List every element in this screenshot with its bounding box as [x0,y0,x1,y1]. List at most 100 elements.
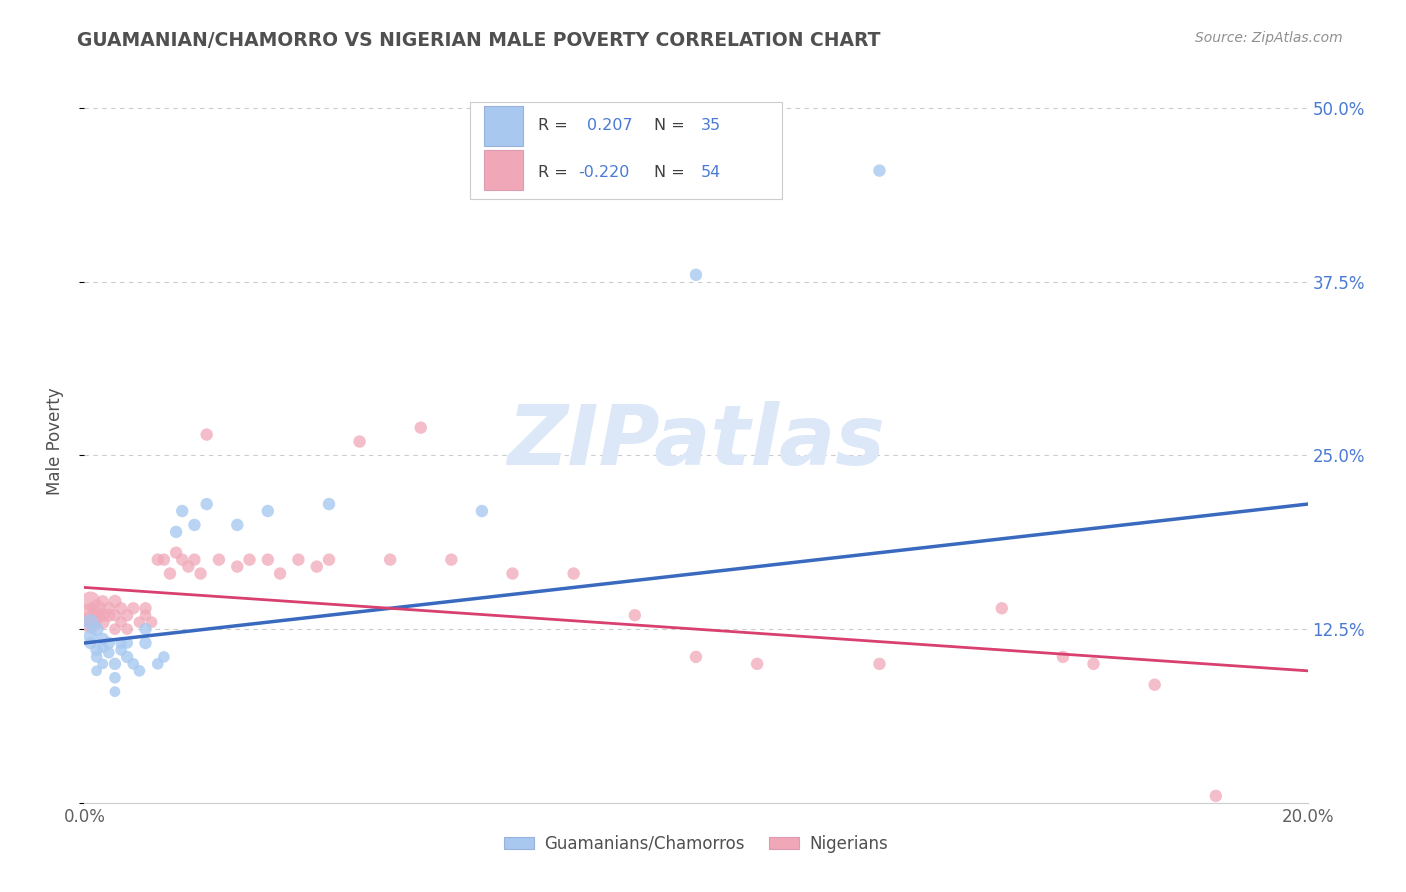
Point [269,566,291,581]
Point [110,615,132,630]
Point [153,649,176,664]
Point [502,566,524,581]
Point [110,636,132,650]
Point [135,601,157,615]
Point [226,559,249,574]
Bar [484,150,523,190]
Point [562,566,585,581]
Point [1052,649,1074,664]
Point [318,552,340,566]
Point [110,601,132,615]
Point [97,646,120,660]
Point [471,504,494,518]
Point [104,671,127,685]
Point [104,608,127,623]
Point [257,504,280,518]
Point [172,504,194,518]
Point [440,552,463,566]
Point [91,615,114,630]
Point [128,664,150,678]
Point [165,524,187,539]
Point [135,636,157,650]
Text: GUAMANIAN/CHAMORRO VS NIGERIAN MALE POVERTY CORRELATION CHART: GUAMANIAN/CHAMORRO VS NIGERIAN MALE POVE… [77,31,880,50]
Bar [484,106,523,146]
Point [146,552,169,566]
Point [135,622,157,636]
Text: 35: 35 [700,118,721,133]
Point [97,601,120,615]
Point [79,608,101,623]
Point [409,420,432,434]
Point [110,643,132,657]
Point [122,601,145,615]
Point [226,517,249,532]
Point [153,552,176,566]
Point [91,608,114,623]
Text: R =: R = [538,118,574,133]
Text: Source: ZipAtlas.com: Source: ZipAtlas.com [1195,31,1343,45]
Point [79,636,101,650]
Point [287,552,309,566]
Point [1143,678,1166,692]
Point [86,601,108,615]
Point [104,684,127,698]
Point [318,497,340,511]
Point [79,615,101,630]
Point [238,552,260,566]
Text: N =: N = [654,165,690,179]
Point [91,657,114,671]
Point [146,657,169,671]
Point [91,640,114,655]
Point [91,632,114,646]
Point [159,566,181,581]
Point [172,552,194,566]
Point [79,594,101,608]
Point [257,552,280,566]
Y-axis label: Male Poverty: Male Poverty [45,388,63,495]
Point [86,608,108,623]
Point [79,629,101,643]
Point [86,649,108,664]
Point [190,566,212,581]
Point [869,657,891,671]
Point [97,608,120,623]
Point [79,615,101,630]
Text: ZIPatlas: ZIPatlas [508,401,884,482]
Point [1083,657,1105,671]
Point [135,608,157,623]
Point [104,622,127,636]
Point [115,649,138,664]
Point [86,622,108,636]
Point [104,657,127,671]
Point [869,163,891,178]
Point [624,608,647,623]
Point [183,552,205,566]
Point [141,615,163,630]
Point [91,594,114,608]
Point [86,643,108,657]
Text: 54: 54 [700,165,721,179]
Point [1205,789,1227,803]
Point [86,664,108,678]
Text: R =: R = [538,165,574,179]
Point [115,622,138,636]
Point [122,657,145,671]
Point [349,434,371,449]
Point [195,497,218,511]
Text: -0.220: -0.220 [578,165,630,179]
Point [685,268,707,282]
Point [165,546,187,560]
Point [380,552,402,566]
Point [991,601,1014,615]
Point [177,559,200,574]
Text: N =: N = [654,118,690,133]
Point [195,427,218,442]
Point [115,636,138,650]
Text: 0.207: 0.207 [588,118,633,133]
Point [747,657,769,671]
Point [104,594,127,608]
Point [208,552,231,566]
Legend: Guamanians/Chamorros, Nigerians: Guamanians/Chamorros, Nigerians [498,828,894,860]
Point [183,517,205,532]
FancyBboxPatch shape [470,102,782,200]
